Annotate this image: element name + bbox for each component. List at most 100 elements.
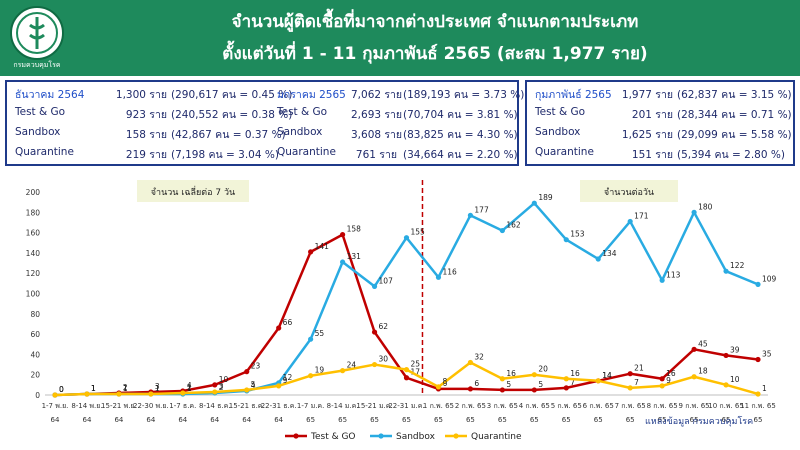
data-point <box>148 391 154 397</box>
data-point <box>531 387 537 393</box>
data-label: 10 <box>730 375 740 384</box>
data-label: 162 <box>506 221 521 230</box>
y-tick-label: 20 <box>30 371 40 380</box>
series-line <box>54 201 759 397</box>
x-tick-label: 1 ก.พ. 65 <box>423 402 454 410</box>
data-label: 14 <box>602 371 612 380</box>
x-tick-label-year: 65 <box>338 416 347 424</box>
y-tick-label: 40 <box>30 350 40 359</box>
data-point <box>691 374 697 380</box>
data-label: 1 <box>91 384 96 393</box>
data-point <box>212 382 218 388</box>
x-tick-label-year: 65 <box>562 416 571 424</box>
data-label: 1 <box>91 384 96 393</box>
y-tick-label: 140 <box>26 249 41 258</box>
legend-marker <box>378 433 384 439</box>
x-tick-label: 8-14 พ.ย. <box>71 402 102 410</box>
data-point <box>403 375 410 381</box>
x-tick-label-year: 65 <box>370 416 379 424</box>
legend-label: Test & GO <box>310 432 356 442</box>
data-label: 116 <box>442 267 457 276</box>
x-tick-label-year: 65 <box>722 416 731 424</box>
data-label: 12 <box>283 373 293 382</box>
stat-label: กุมภาพันธ์ 2565 <box>535 89 612 101</box>
data-label: 155 <box>411 228 426 237</box>
annotation-right: จำนวนต่อวัน <box>604 187 654 198</box>
x-tick-label-year: 65 <box>690 416 699 424</box>
stat-detail: (7,198 คน = 3.04 %) <box>171 149 279 161</box>
data-point <box>595 256 601 262</box>
data-point <box>244 387 250 393</box>
data-point <box>371 329 378 335</box>
data-label: 189 <box>538 193 553 202</box>
data-label: 1 <box>123 384 128 393</box>
stat-label: Quarantine <box>15 146 74 158</box>
x-tick-label-year: 65 <box>466 416 475 424</box>
stat-row: Sandbox 1,625 ราย (29,099 คน = 5.58 %) <box>535 126 792 144</box>
stat-label: Sandbox <box>15 126 61 138</box>
data-point <box>659 383 665 389</box>
data-label: 16 <box>506 369 516 378</box>
header-banner: กรมควบคุมโรค จำนวนผู้ติดเชื้อที่มาจากต่า… <box>0 0 800 76</box>
stat-detail: (290,617 คน = 0.45 %) <box>171 89 293 101</box>
stats-box-feb: กุมภาพันธ์ 2565 1,977 ราย (62,837 คน = 3.1… <box>525 80 795 166</box>
data-point <box>499 376 505 382</box>
data-label: 7 <box>570 378 575 387</box>
x-tick-label-year: 64 <box>210 416 219 424</box>
y-tick-label: 120 <box>26 269 41 278</box>
data-point <box>308 336 314 342</box>
data-point <box>180 390 186 396</box>
data-point <box>499 387 505 393</box>
stat-detail: (70,704 คน = 3.81 %) <box>403 109 518 121</box>
x-tick-label: 1-7 พ.ย. <box>42 402 69 410</box>
data-point <box>627 371 633 377</box>
data-label: 35 <box>762 349 772 358</box>
x-tick-label-year: 65 <box>530 416 539 424</box>
data-label: 9 <box>666 376 671 385</box>
stat-value: 158 ราย <box>125 129 167 141</box>
data-label: 1 <box>123 384 128 393</box>
data-point <box>467 386 474 392</box>
stat-label: มกราคม 2565 <box>277 89 346 101</box>
data-point <box>691 209 697 215</box>
data-label: 2 <box>123 383 128 392</box>
annotation-left: จำนวน เฉลี่ยต่อ 7 วัน <box>151 185 235 198</box>
x-tick-label: 6 ก.พ. 65 <box>583 402 614 410</box>
data-label: 4 <box>251 381 256 390</box>
stat-label: Test & Go <box>535 106 586 118</box>
data-label: 66 <box>283 318 293 327</box>
department-logo-icon <box>10 6 64 60</box>
data-label: 109 <box>762 274 777 283</box>
stat-label: Quarantine <box>277 146 336 158</box>
data-label: 5 <box>506 380 511 389</box>
data-point <box>755 281 761 287</box>
legend-marker <box>293 433 299 439</box>
data-label: 39 <box>730 345 740 354</box>
data-point <box>563 237 569 243</box>
data-point <box>403 367 410 373</box>
data-label: 20 <box>538 365 548 374</box>
stat-row: ธันวาคม 2564 1,300 ราย (290,617 คน = 0.45 … <box>15 86 524 104</box>
data-label: 141 <box>315 242 330 251</box>
data-label: 10 <box>219 375 229 384</box>
data-label: 55 <box>315 329 325 338</box>
x-tick-label: 2 ก.พ. 65 <box>455 402 486 410</box>
data-label: 1 <box>762 384 767 393</box>
data-label: 1 <box>187 384 192 393</box>
data-label: 134 <box>602 249 617 258</box>
y-tick-label: 200 <box>26 188 41 197</box>
y-tick-label: 100 <box>26 290 41 299</box>
logo-text: กรมควบคุมโรค <box>13 61 61 69</box>
data-point <box>371 361 378 368</box>
stat-value: 201 ราย <box>631 109 673 121</box>
x-tick-label: 22-31 ม.ค. <box>388 402 424 410</box>
data-point <box>723 352 729 359</box>
data-point <box>531 372 537 378</box>
stat-value: 2,693 ราย <box>351 109 403 121</box>
stat-detail: (28,344 คน = 0.71 %) <box>677 109 792 121</box>
data-point <box>755 356 761 363</box>
x-tick-label: 1-7 ธ.ค. <box>169 402 196 410</box>
x-tick-label-year: 65 <box>402 416 411 424</box>
stat-value: 7,062 ราย <box>351 89 403 101</box>
x-tick-label: 11 ก.พ. 65 <box>740 402 776 410</box>
